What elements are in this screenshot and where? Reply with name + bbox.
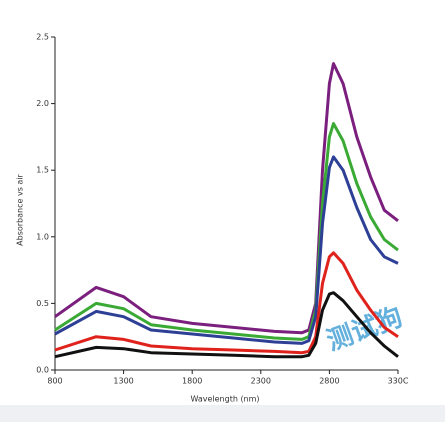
x-tick-label: 800 (47, 377, 62, 386)
x-tick-label: 1300 (113, 377, 133, 386)
y-tick-label: 2.5 (36, 33, 49, 42)
x-tick-label: 1800 (182, 377, 202, 386)
y-axis-label: Absorbance vs air (16, 173, 25, 245)
x-tick-label: 2300 (251, 377, 271, 386)
y-tick-label: 1.0 (36, 232, 49, 241)
x-tick-label: 2800 (319, 377, 339, 386)
series-line (54, 62, 399, 335)
y-tick-label: 2.0 (36, 99, 49, 108)
series-line (54, 155, 399, 345)
y-tick-label: 0.5 (36, 299, 49, 308)
series-line (54, 251, 399, 355)
x-tick-label: 330C (388, 377, 409, 386)
watermark: 测试狗 (323, 302, 407, 357)
series-line (54, 291, 399, 359)
footer-band (0, 405, 445, 422)
y-tick-label: 0.0 (36, 366, 49, 375)
x-axis-label: Wavelength (nm) (190, 395, 259, 404)
y-tick-label: 1.5 (36, 166, 49, 175)
